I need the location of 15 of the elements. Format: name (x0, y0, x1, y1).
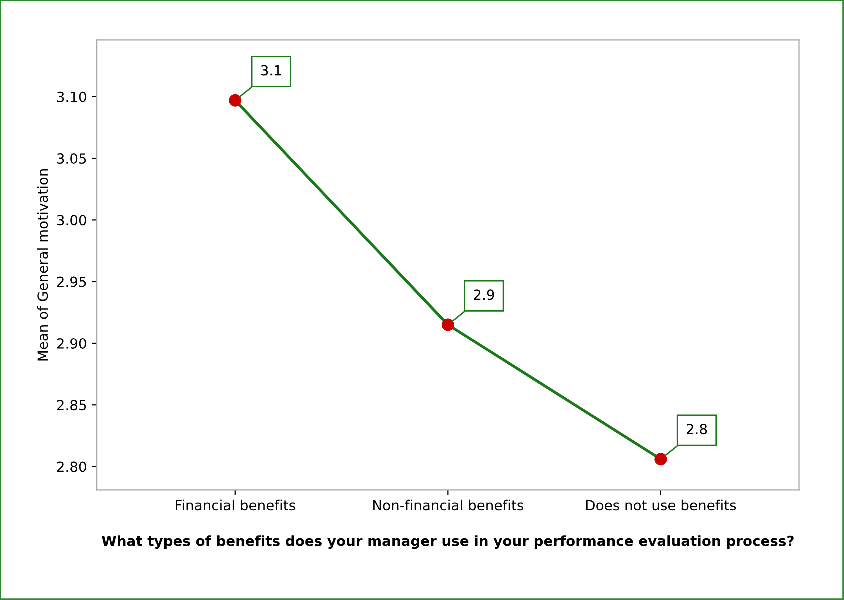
y-axis-title: Mean of General motivation (37, 169, 48, 361)
x-axis-title: What types of benefits does your manager use in your performance evaluation process? (102, 536, 794, 550)
x-tick-label: Non-financial benefits (374, 500, 524, 511)
y-tick-label: 2.90 (57, 338, 86, 349)
y-tick-label: 2.80 (57, 462, 86, 472)
y-tick-label: 2.85 (57, 400, 86, 411)
data-label: 2.9 (474, 290, 494, 300)
x-tick-label: Does not use benefits (586, 500, 736, 511)
y-tick-label: 2.95 (57, 276, 86, 288)
data-label: 2.8 (686, 424, 708, 435)
y-tick-label: 3.10 (57, 92, 86, 102)
y-tick-label: 3.00 (57, 215, 86, 226)
data-label: 3.1 (261, 65, 282, 76)
y-tick-label: 3.05 (57, 154, 86, 164)
x-tick-label: Financial benefits (176, 500, 296, 511)
